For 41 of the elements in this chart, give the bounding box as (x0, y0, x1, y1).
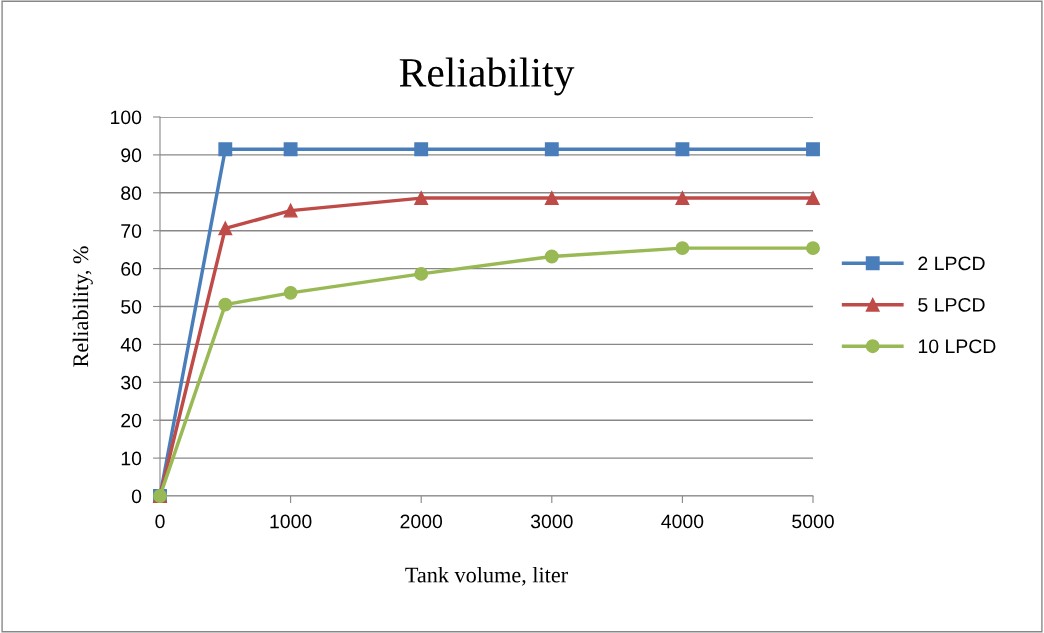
y-tick-label: 100 (110, 110, 142, 125)
y-tick-label: 50 (121, 299, 142, 314)
y-tick-label: 0 (131, 489, 142, 504)
point (283, 285, 298, 300)
point (283, 142, 298, 157)
y-tick-label: 90 (121, 148, 142, 163)
chart-title: Reliability (399, 57, 575, 96)
x-tick-label: 3000 (530, 514, 573, 529)
y-tick-label: 80 (121, 186, 142, 201)
y-tick-label: 60 (121, 262, 142, 276)
x-tick-label: 1000 (270, 514, 312, 529)
point (218, 297, 233, 312)
point (414, 142, 429, 157)
x-tick-label: 2000 (400, 514, 443, 529)
point (218, 221, 233, 236)
point (414, 266, 429, 281)
point (806, 142, 820, 157)
legend-label: 10 LPCD (918, 339, 996, 354)
legend-label: 5 LPCD (918, 297, 985, 312)
point (283, 203, 298, 218)
point (414, 191, 429, 206)
y-tick-label: 20 (121, 413, 142, 428)
point (806, 241, 820, 256)
y-tick-label: 10 (121, 451, 142, 466)
x-tick-label: 5000 (792, 514, 834, 529)
y-tick-label: 30 (121, 375, 142, 390)
point (675, 191, 690, 206)
y-axis-title: Reliability, % (72, 246, 93, 367)
x-tick-label: 4000 (661, 514, 704, 529)
point (218, 142, 233, 157)
y-tick-label: 40 (120, 337, 142, 352)
point (544, 142, 559, 157)
x-axis-title: Tank volume, liter (405, 566, 568, 586)
point (675, 241, 690, 256)
legend-label: 2 LPCD (918, 256, 985, 271)
point (544, 191, 559, 206)
y-tick-label: 70 (121, 224, 142, 238)
point (675, 142, 690, 157)
point (544, 249, 559, 264)
point (806, 191, 820, 206)
x-tick-label: 0 (155, 514, 165, 529)
